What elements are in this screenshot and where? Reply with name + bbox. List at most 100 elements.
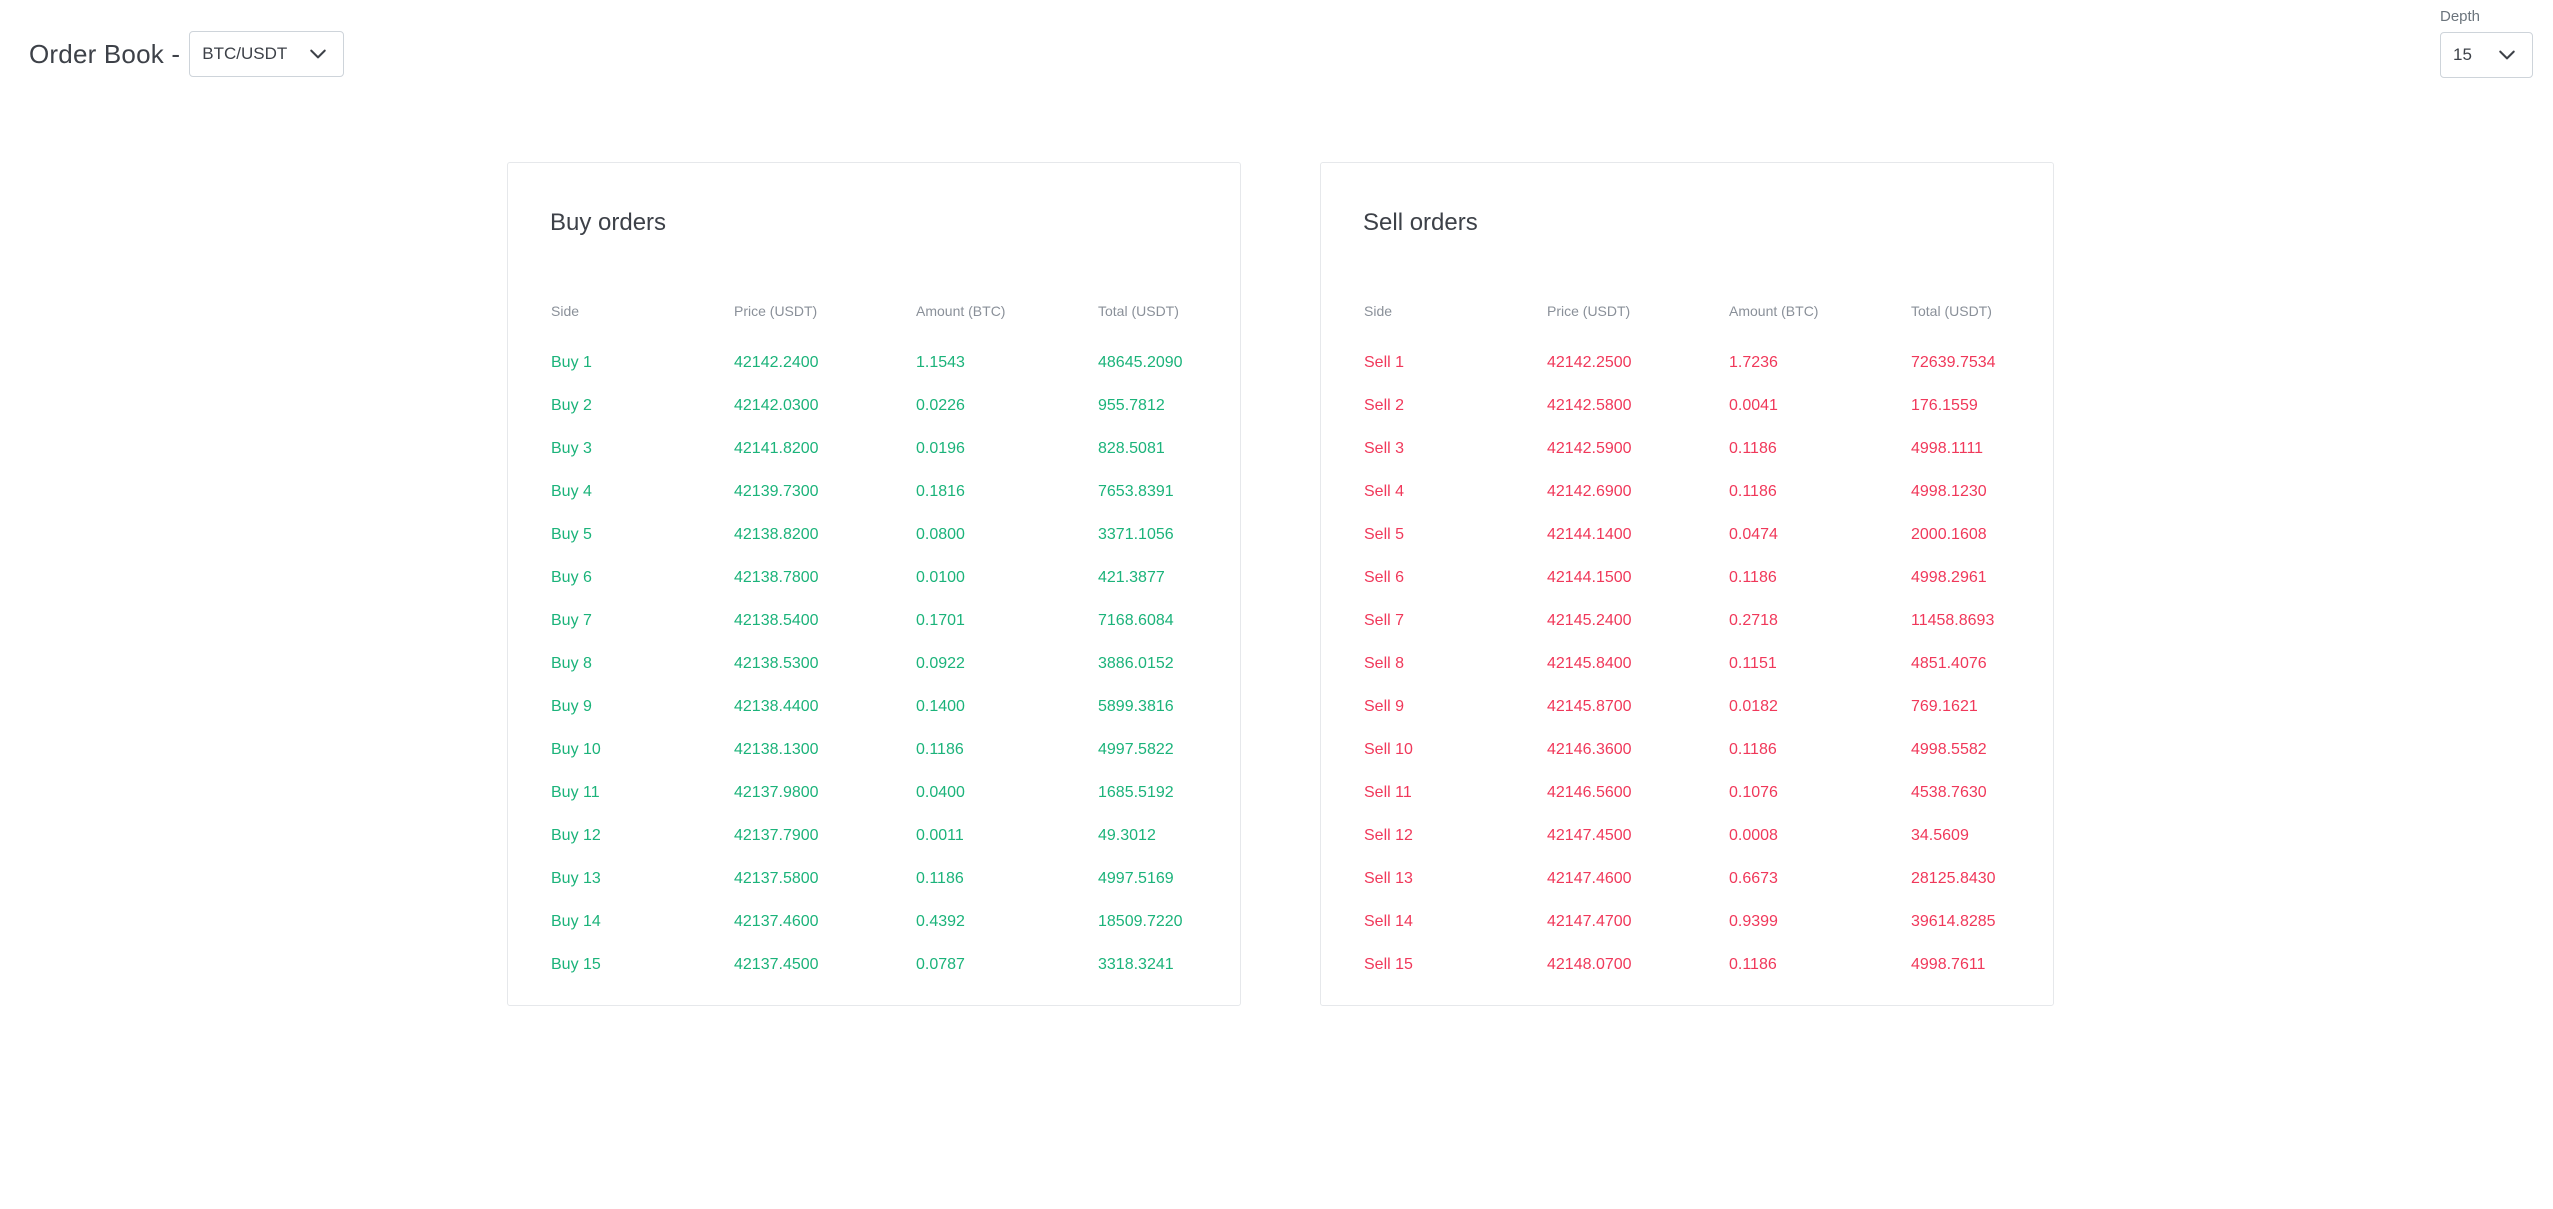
buy-orders-title: Buy orders [550, 209, 667, 236]
price-cell: 42145.8700 [1547, 697, 1632, 715]
depth-control: Depth 15 [2440, 8, 2533, 78]
total-cell: 2000.1608 [1911, 525, 1987, 543]
side-cell: Sell 2 [1364, 396, 1405, 414]
price-cell: 42139.7300 [734, 482, 819, 500]
pair-select[interactable]: BTC/USDT [189, 31, 345, 77]
price-cell: 42138.1300 [734, 740, 819, 758]
amount-cell: 0.1186 [1729, 439, 1777, 457]
side-cell: Sell 3 [1364, 439, 1405, 457]
total-cell: 7653.8391 [1098, 482, 1174, 500]
total-cell: 18509.7220 [1098, 912, 1183, 930]
table-row: Sell 1 42142.2500 1.7236 72639.7534 [1363, 341, 2013, 384]
price-cell: 42142.0300 [734, 396, 819, 414]
total-cell: 955.7812 [1098, 396, 1165, 414]
page-header: Order Book - BTC/USDT [29, 31, 345, 77]
amount-cell: 0.1701 [916, 611, 965, 629]
buy-orders-table: Side Price (USDT) Amount (BTC) Total (US… [550, 281, 1200, 986]
price-cell: 42138.8200 [734, 525, 819, 543]
side-cell: Buy 13 [551, 869, 601, 887]
side-cell: Buy 11 [551, 783, 600, 801]
table-row: Buy 5 42138.8200 0.0800 3371.1056 [550, 513, 1200, 556]
total-cell: 39614.8285 [1911, 912, 1996, 930]
total-cell: 7168.6084 [1098, 611, 1174, 629]
amount-cell: 0.4392 [916, 912, 965, 930]
amount-cell: 1.1543 [916, 353, 965, 371]
table-row: Buy 13 42137.5800 0.1186 4997.5169 [550, 857, 1200, 900]
amount-cell: 0.0787 [916, 955, 965, 973]
amount-cell: 0.1400 [916, 697, 965, 715]
price-cell: 42142.2400 [734, 353, 819, 371]
total-cell: 4998.5582 [1911, 740, 1987, 758]
table-row: Buy 3 42141.8200 0.0196 828.5081 [550, 427, 1200, 470]
side-cell: Sell 7 [1364, 611, 1405, 629]
pair-select-value: BTC/USDT [202, 44, 288, 63]
table-row: Sell 5 42144.1400 0.0474 2000.1608 [1363, 513, 2013, 556]
side-cell: Buy 15 [551, 955, 601, 973]
price-cell: 42138.5300 [734, 654, 819, 672]
depth-select[interactable]: 15 [2440, 32, 2533, 78]
table-header-row: Side Price (USDT) Amount (BTC) Total (US… [550, 281, 1200, 341]
side-cell: Buy 14 [551, 912, 601, 930]
table-row: Buy 10 42138.1300 0.1186 4997.5822 [550, 728, 1200, 771]
amount-cell: 0.0196 [916, 439, 965, 457]
total-cell: 4998.7611 [1911, 955, 1986, 973]
table-row: Sell 3 42142.5900 0.1186 4998.1111 [1363, 427, 2013, 470]
side-cell: Sell 13 [1364, 869, 1413, 887]
total-cell: 4998.1111 [1911, 439, 1984, 457]
total-cell: 828.5081 [1098, 439, 1165, 457]
side-cell: Buy 6 [551, 568, 592, 586]
amount-cell: 0.1151 [1729, 654, 1777, 672]
table-row: Buy 14 42137.4600 0.4392 18509.7220 [550, 900, 1200, 943]
price-cell: 42142.6900 [1547, 482, 1632, 500]
price-cell: 42138.7800 [734, 568, 819, 586]
table-row: Sell 13 42147.4600 0.6673 28125.8430 [1363, 857, 2013, 900]
sell-orders-panel: Sell orders Side Price (USDT) Amount (BT… [1320, 162, 2054, 1006]
total-cell: 49.3012 [1098, 826, 1156, 844]
amount-cell: 0.0800 [916, 525, 965, 543]
column-header-price: Price (USDT) [1547, 303, 1631, 319]
side-cell: Buy 2 [551, 396, 592, 414]
side-cell: Sell 15 [1364, 955, 1413, 973]
total-cell: 4998.2961 [1911, 568, 1987, 586]
table-row: Buy 4 42139.7300 0.1816 7653.8391 [550, 470, 1200, 513]
total-cell: 48645.2090 [1098, 353, 1183, 371]
total-cell: 421.3877 [1098, 568, 1165, 586]
column-header-total: Total (USDT) [1911, 303, 1992, 319]
price-cell: 42144.1400 [1547, 525, 1632, 543]
price-cell: 42142.2500 [1547, 353, 1632, 371]
side-cell: Sell 14 [1364, 912, 1413, 930]
price-cell: 42142.5900 [1547, 439, 1632, 457]
side-cell: Sell 1 [1364, 353, 1405, 371]
price-cell: 42147.4600 [1547, 869, 1632, 887]
amount-cell: 0.0182 [1729, 697, 1778, 715]
depth-label: Depth [2440, 8, 2481, 25]
price-cell: 42138.5400 [734, 611, 819, 629]
amount-cell: 0.1186 [1729, 482, 1777, 500]
total-cell: 3318.3241 [1098, 955, 1174, 973]
chevron-down-icon [310, 49, 326, 59]
side-cell: Buy 12 [551, 826, 601, 844]
price-cell: 42141.8200 [734, 439, 819, 457]
side-cell: Sell 4 [1364, 482, 1405, 500]
amount-cell: 0.1186 [916, 740, 964, 758]
side-cell: Buy 1 [551, 353, 592, 371]
table-row: Sell 4 42142.6900 0.1186 4998.1230 [1363, 470, 2013, 513]
column-header-side: Side [1364, 303, 1393, 319]
table-row: Sell 7 42145.2400 0.2718 11458.8693 [1363, 599, 2013, 642]
price-cell: 42147.4700 [1547, 912, 1632, 930]
total-cell: 28125.8430 [1911, 869, 1996, 887]
column-header-price: Price (USDT) [734, 303, 818, 319]
total-cell: 5899.3816 [1098, 697, 1174, 715]
price-cell: 42148.0700 [1547, 955, 1632, 973]
side-cell: Sell 12 [1364, 826, 1413, 844]
total-cell: 4538.7630 [1911, 783, 1987, 801]
side-cell: Sell 10 [1364, 740, 1413, 758]
price-cell: 42137.5800 [734, 869, 819, 887]
table-row: Buy 6 42138.7800 0.0100 421.3877 [550, 556, 1200, 599]
page-title: Order Book - [29, 38, 181, 69]
amount-cell: 0.1186 [1729, 955, 1777, 973]
side-cell: Buy 3 [551, 439, 592, 457]
table-row: Sell 12 42147.4500 0.0008 34.5609 [1363, 814, 2013, 857]
amount-cell: 0.0011 [916, 826, 964, 844]
amount-cell: 0.1816 [916, 482, 965, 500]
